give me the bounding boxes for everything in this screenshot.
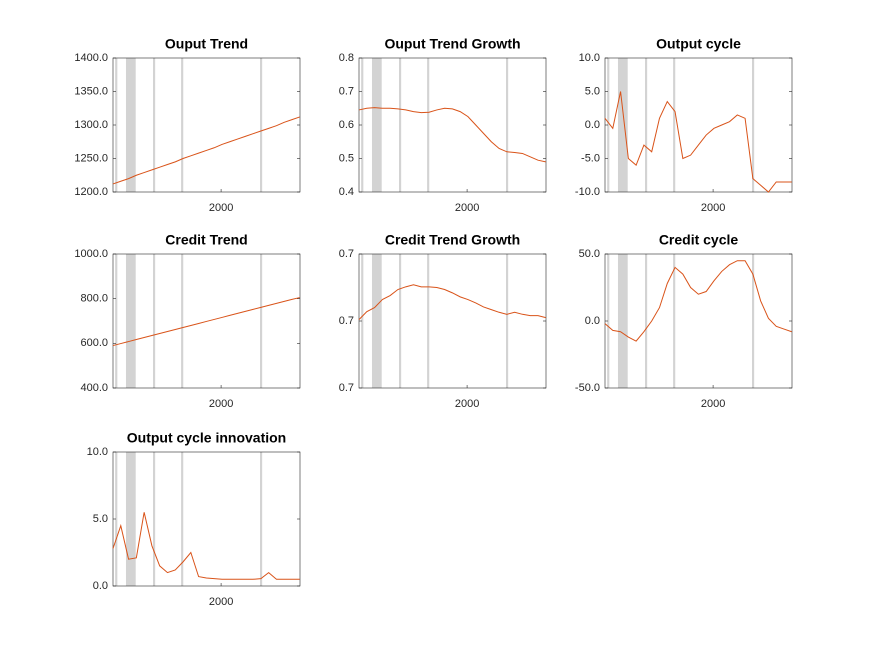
- shaded-period: [506, 254, 509, 388]
- y-tick-label: 0.7: [339, 248, 354, 260]
- data-line: [112, 297, 300, 347]
- shaded-period: [752, 58, 755, 192]
- axes-box: [112, 253, 301, 389]
- x-tick-label: 2000: [455, 398, 479, 410]
- chart-title: Output cycle: [656, 36, 741, 52]
- y-tick-label: 10.0: [579, 52, 600, 64]
- shaded-period: [260, 58, 263, 192]
- data-line: [358, 107, 546, 163]
- axes-box: [112, 57, 301, 193]
- subplot: -10.0 -5.0 0.0 5.0 10.0 2000 Output cycle: [575, 36, 793, 214]
- y-tick-label: 1400.0: [74, 52, 108, 64]
- y-tick-label: 0.4: [339, 186, 354, 198]
- y-tick-label: 1350.0: [74, 85, 108, 97]
- shaded-period: [644, 254, 648, 388]
- y-tick-label: 50.0: [579, 248, 600, 260]
- shaded-period: [361, 58, 364, 192]
- subplot: 0.0 5.0 10.0 2000 Output cycle innovation: [87, 430, 301, 608]
- data-line: [358, 284, 546, 321]
- shaded-period: [506, 58, 509, 192]
- chart-title: Ouput Trend Growth: [384, 36, 520, 52]
- subplot: 400.0 600.0 800.0 1000.0 2000 Credit Trend: [74, 232, 301, 410]
- shaded-period: [371, 58, 382, 192]
- chart-title: Output cycle innovation: [127, 430, 286, 446]
- y-tick-label: 1000.0: [74, 248, 108, 260]
- shaded-period: [398, 254, 402, 388]
- shaded-period: [398, 58, 402, 192]
- shaded-period: [115, 452, 118, 586]
- subplot: 1200.0 1250.0 1300.0 1350.0 1400.0 2000 Ouput …: [74, 36, 301, 214]
- axes-box: [604, 253, 793, 389]
- y-tick-label: 0.7: [339, 85, 354, 97]
- y-tick-label: 0.7: [339, 315, 354, 327]
- shaded-period: [152, 452, 156, 586]
- x-tick-label: 2000: [209, 398, 233, 410]
- shaded-period: [427, 58, 430, 192]
- shaded-period: [607, 254, 610, 388]
- axes-box: [358, 57, 547, 193]
- axes-box: [358, 253, 547, 389]
- shaded-period: [181, 58, 184, 192]
- chart-title: Credit Trend: [165, 232, 247, 248]
- y-tick-label: 0.5: [339, 152, 354, 164]
- shaded-period: [644, 58, 648, 192]
- y-tick-label: 400.0: [80, 382, 108, 394]
- shaded-period: [181, 254, 184, 388]
- shaded-period: [371, 254, 382, 388]
- subplot: -50.0 0.0 50.0 2000 Credit cycle: [575, 232, 793, 410]
- axes-box: [112, 451, 301, 587]
- chart-title: Credit cycle: [659, 232, 739, 248]
- subplot: 0.7 0.7 0.7 2000 Credit Trend Growth: [339, 232, 547, 410]
- y-tick-label: 5.0: [585, 85, 600, 97]
- y-tick-label: 5.0: [93, 513, 108, 525]
- y-tick-label: 800.0: [80, 293, 108, 305]
- x-tick-label: 2000: [701, 202, 725, 214]
- chart-title: Ouput Trend: [165, 36, 248, 52]
- shaded-period: [125, 452, 136, 586]
- shaded-period: [361, 254, 364, 388]
- shaded-period: [673, 58, 676, 192]
- shaded-period: [617, 254, 628, 388]
- y-tick-label: 0.7: [339, 382, 354, 394]
- shaded-period: [181, 452, 184, 586]
- shaded-period: [607, 58, 610, 192]
- y-tick-label: 0.0: [93, 580, 108, 592]
- y-tick-label: 1300.0: [74, 119, 108, 131]
- shaded-period: [115, 254, 118, 388]
- data-line: [604, 91, 792, 193]
- axes-box: [604, 57, 793, 193]
- y-tick-label: 0.6: [339, 119, 354, 131]
- y-tick-label: 0.8: [339, 52, 354, 64]
- shaded-period: [427, 254, 430, 388]
- data-line: [604, 260, 792, 342]
- shaded-period: [152, 58, 156, 192]
- shaded-period: [617, 58, 628, 192]
- y-tick-label: 0.0: [585, 119, 600, 131]
- data-line: [112, 512, 300, 580]
- shaded-period: [673, 254, 676, 388]
- shaded-period: [152, 254, 156, 388]
- shaded-period: [752, 254, 755, 388]
- shaded-period: [260, 452, 263, 586]
- y-tick-label: -50.0: [575, 382, 600, 394]
- y-tick-label: 0.0: [585, 315, 600, 327]
- shaded-period: [125, 254, 136, 388]
- shaded-period: [115, 58, 118, 192]
- x-tick-label: 2000: [701, 398, 725, 410]
- y-tick-label: 600.0: [80, 337, 108, 349]
- y-tick-label: -5.0: [581, 152, 600, 164]
- x-tick-label: 2000: [209, 202, 233, 214]
- subplot: 0.4 0.5 0.6 0.7 0.8 2000 Ouput Trend Growth: [339, 36, 547, 214]
- x-tick-label: 2000: [455, 202, 479, 214]
- y-tick-label: 10.0: [87, 446, 108, 458]
- y-tick-label: 1200.0: [74, 186, 108, 198]
- y-tick-label: 1250.0: [74, 152, 108, 164]
- y-tick-label: -10.0: [575, 186, 600, 198]
- shaded-period: [125, 58, 136, 192]
- chart-title: Credit Trend Growth: [385, 232, 520, 248]
- data-line: [112, 116, 300, 185]
- shaded-period: [260, 254, 263, 388]
- x-tick-label: 2000: [209, 596, 233, 608]
